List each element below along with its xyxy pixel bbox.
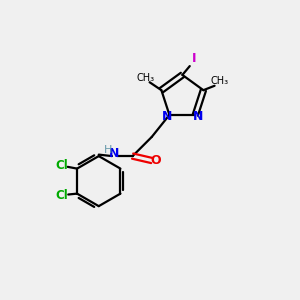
Text: O: O [151, 154, 161, 167]
Text: N: N [193, 110, 203, 123]
Text: CH₃: CH₃ [136, 74, 154, 83]
Text: N: N [109, 147, 119, 160]
Text: CH₃: CH₃ [211, 76, 229, 86]
Text: I: I [192, 52, 196, 65]
Text: Cl: Cl [56, 159, 68, 172]
Text: H: H [103, 145, 112, 154]
Text: Cl: Cl [56, 189, 68, 202]
Text: N: N [162, 110, 172, 123]
